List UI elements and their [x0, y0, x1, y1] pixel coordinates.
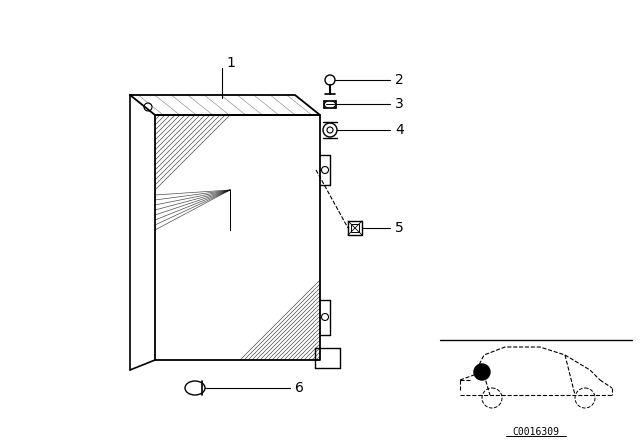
Text: 6: 6: [295, 381, 304, 395]
Text: 2: 2: [395, 73, 404, 87]
Text: C0016309: C0016309: [513, 427, 559, 437]
Text: 4: 4: [395, 123, 404, 137]
Text: 1: 1: [226, 56, 235, 70]
Text: 5: 5: [395, 221, 404, 235]
Bar: [348, 221, 362, 235]
Bar: [351, 224, 359, 232]
Text: 3: 3: [395, 97, 404, 111]
Circle shape: [474, 364, 490, 380]
